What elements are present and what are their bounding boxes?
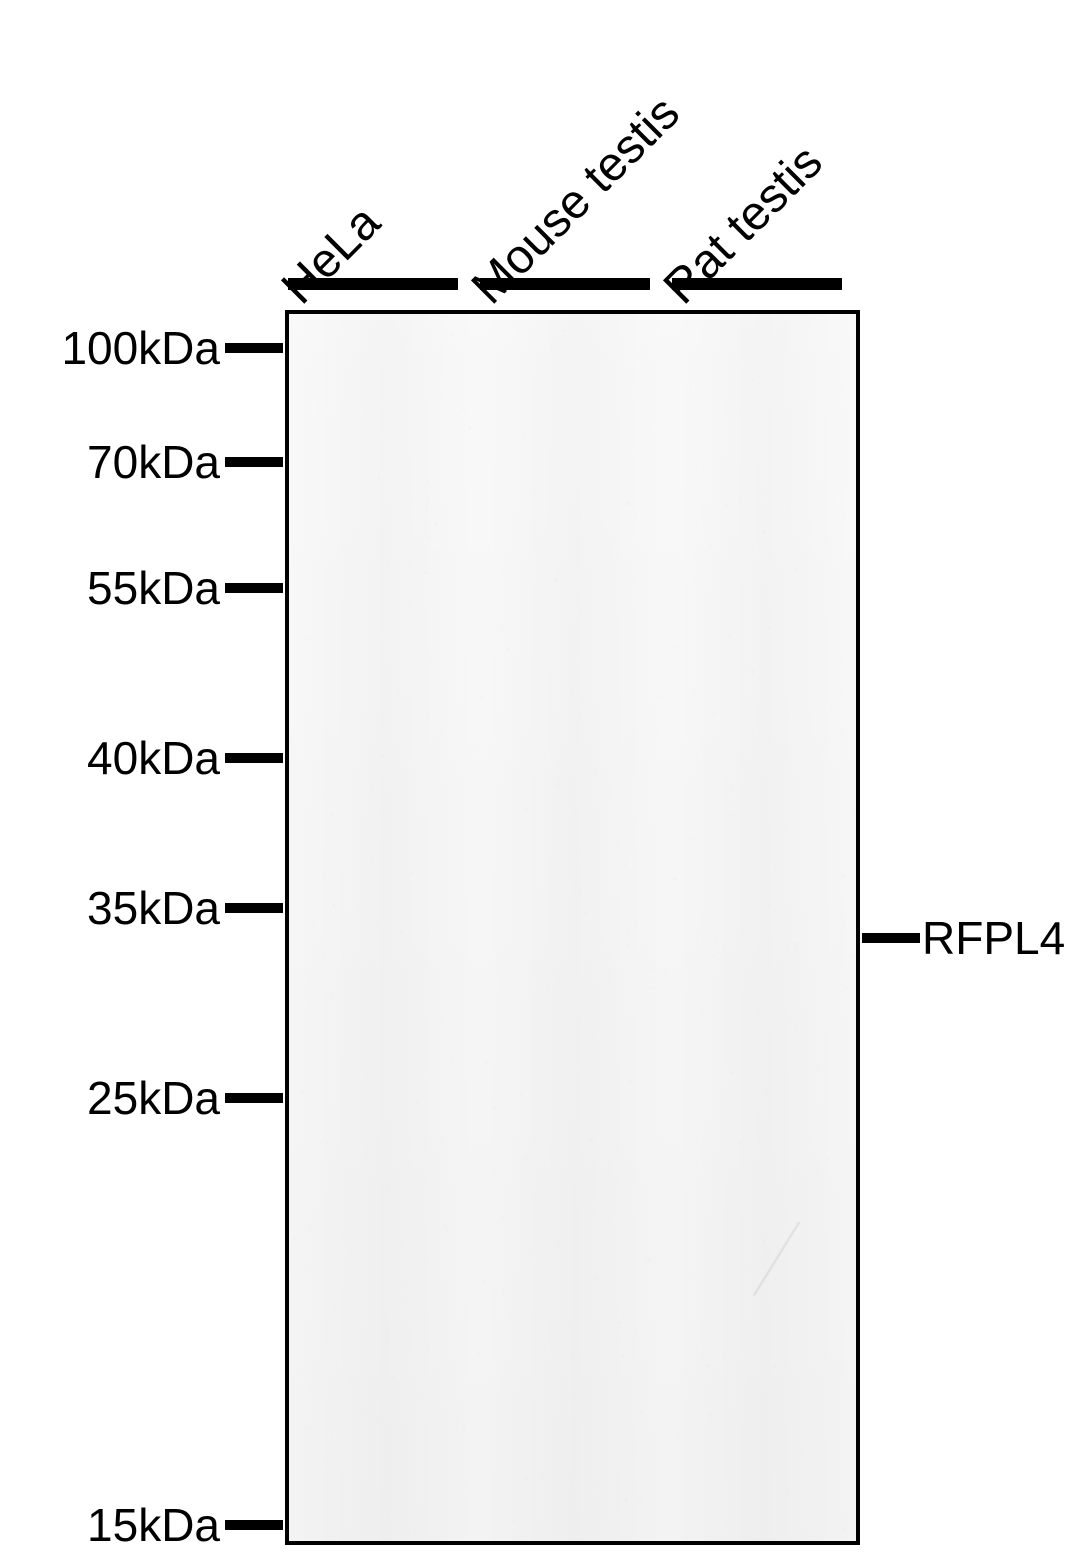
mw-tick-3 xyxy=(225,753,283,763)
mw-label-2: 55kDa xyxy=(87,561,220,615)
mw-tick-4 xyxy=(225,903,283,913)
mw-label-5: 25kDa xyxy=(87,1071,220,1125)
mw-label-0: 100kDa xyxy=(61,321,220,375)
lane-label-hela: HeLa xyxy=(271,195,391,315)
target-tick xyxy=(862,933,920,943)
mw-label-3: 40kDa xyxy=(87,731,220,785)
mw-tick-6 xyxy=(225,1520,283,1530)
lane-bar-hela xyxy=(288,278,458,290)
lane-bar-rat xyxy=(672,278,842,290)
mw-tick-2 xyxy=(225,583,283,593)
lane-bar-mouse xyxy=(480,278,650,290)
mw-tick-5 xyxy=(225,1093,283,1103)
mw-label-1: 70kDa xyxy=(87,435,220,489)
figure-root: HeLa Mouse testis Rat testis 100kDa70kDa… xyxy=(0,0,1080,1568)
target-label: RFPL4 xyxy=(922,911,1065,965)
mw-tick-1 xyxy=(225,457,283,467)
mw-label-6: 15kDa xyxy=(87,1498,220,1552)
blot-membrane-canvas xyxy=(289,314,856,1541)
mw-label-4: 35kDa xyxy=(87,881,220,935)
blot-frame xyxy=(285,310,860,1545)
mw-tick-0 xyxy=(225,343,283,353)
